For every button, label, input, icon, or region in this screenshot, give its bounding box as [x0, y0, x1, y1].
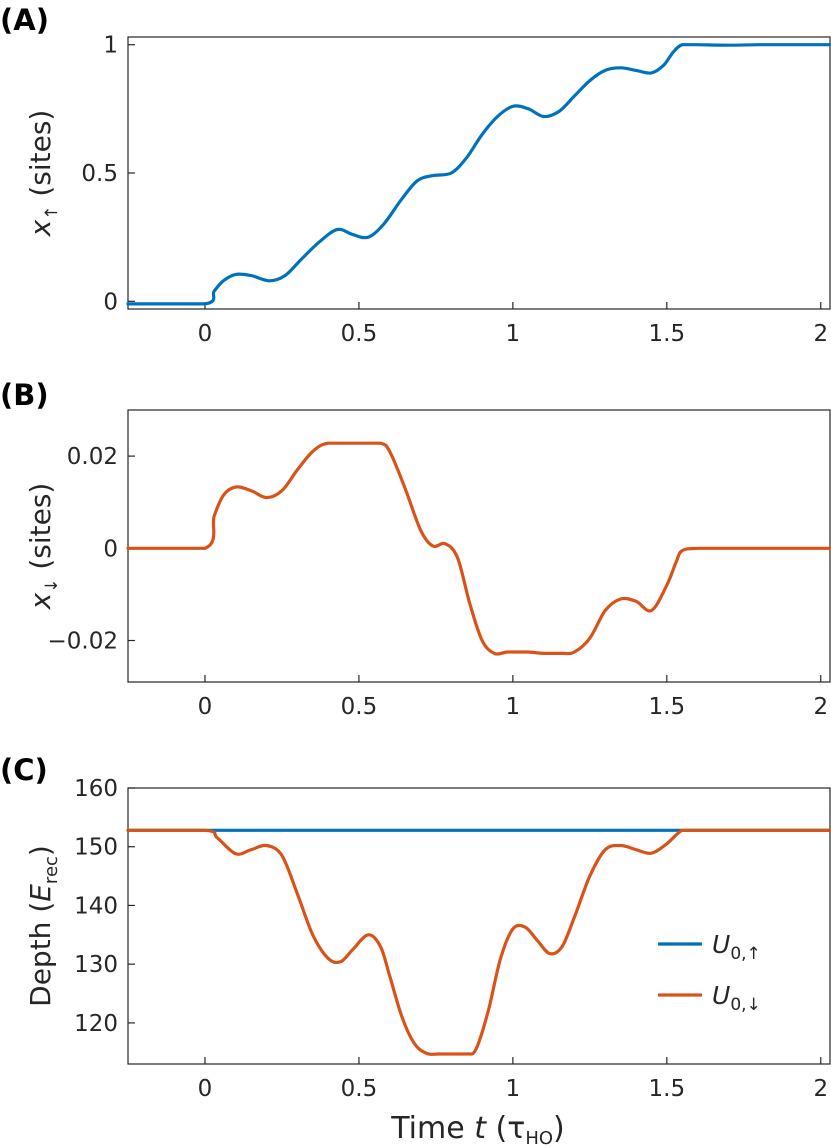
panel-a-xtick-label: 1 — [506, 321, 521, 347]
panel-c: (C) 0 0.5 1 1.5 2 160 150 140 130 120 Depth (Ere… — [0, 753, 831, 1147]
panel-a-xtick-label: 0 — [198, 321, 213, 347]
panel-c-yticks: 160 150 140 130 120 — [74, 776, 135, 1037]
panel-c-ytick-label: 150 — [74, 835, 118, 861]
panel-a-xticks: 0 0.5 1 1.5 2 — [198, 302, 828, 347]
xlabel-tau: (τ — [486, 1111, 525, 1146]
panel-c-ytick-label: 160 — [74, 776, 118, 802]
panel-b-axes — [127, 409, 831, 683]
panel-b-lines — [126, 441, 831, 656]
panel-c-xtick-label: 0 — [198, 1076, 213, 1102]
legend-down-symbol: U — [712, 981, 730, 1010]
panel-a-ytick-label: 0 — [103, 289, 118, 315]
panel-c-lines — [126, 828, 831, 1056]
panel-c-ytick-label: 140 — [74, 893, 118, 919]
panel-a-ylabel-subscript: ↑ — [42, 206, 62, 220]
panel-c-xlabel: Time t (τHO) — [390, 1111, 564, 1147]
panel-c-ylabel: Depth (Erec) — [24, 845, 62, 1007]
panel-a-ylabel-rest: (sites) — [24, 110, 57, 206]
panel-c-axes — [127, 787, 831, 1065]
legend-up-sub: 0,↑ — [730, 944, 760, 964]
panel-c-ytick-label: 120 — [74, 1011, 118, 1037]
legend-up-symbol: U — [712, 930, 730, 959]
panel-a-ylabel-symbol: x — [24, 219, 57, 237]
panel-c-ylabel-rest: ) — [24, 845, 57, 856]
legend-label-up: U0,↑ — [712, 930, 761, 964]
panel-a-axes — [127, 36, 831, 310]
xlabel-prefix: Time — [390, 1111, 474, 1146]
panel-c-xtick-label: 0.5 — [341, 1076, 378, 1102]
xlabel-symbol: t — [474, 1111, 487, 1146]
panel-b-ytick-label: −0.02 — [48, 629, 118, 655]
panel-a-ytick-label: 1 — [103, 33, 118, 59]
panel-a-yticks: 00.51 — [81, 33, 135, 315]
panel-c-xticks: 0 0.5 1 1.5 2 — [198, 1057, 828, 1102]
xlabel-suffix: ) — [553, 1111, 565, 1146]
panel-a-xtick-label: 0.5 — [341, 321, 378, 347]
panel-c-xtick-label: 1 — [506, 1076, 521, 1102]
panel-c-ylabel-symbol: E — [24, 884, 57, 902]
panel-c-xtick-label: 2 — [813, 1076, 828, 1102]
panel-b-series-line-0 — [126, 441, 831, 656]
panel-a-lines — [126, 43, 831, 306]
panel-a-series-line-0 — [126, 43, 831, 306]
panel-b-yticks: 0.02 0 −0.02 — [48, 444, 135, 655]
panel-b-xtick-label: 0 — [198, 694, 213, 720]
panel-b-label: (B) — [0, 378, 49, 412]
panel-b-ylabel: x↓ (sites) — [24, 483, 62, 611]
panel-a-xtick-label: 1.5 — [649, 321, 686, 347]
panel-a-ytick-label: 0.5 — [81, 161, 118, 187]
panel-b: (B) 0 0.5 1 1.5 2 0.02 0 −0.02 x↓ (sites) — [0, 378, 831, 720]
panel-c-ylabel-subscript: rec — [41, 856, 62, 884]
panel-c-series-line-1 — [126, 828, 831, 1056]
panel-b-ylabel-rest: (sites) — [24, 483, 57, 579]
legend: U0,↑ U0,↓ — [658, 930, 761, 1015]
panel-b-xtick-label: 1.5 — [649, 694, 686, 720]
panel-a-label: (A) — [0, 3, 49, 37]
panel-b-xticks: 0 0.5 1 1.5 2 — [198, 675, 828, 720]
panel-a-xtick-label: 2 — [813, 321, 828, 347]
panel-b-xtick-label: 0.5 — [341, 694, 378, 720]
panel-a: (A) 0 0.5 1 1.5 2 00.51 x↑ (sites) — [0, 3, 831, 347]
panel-c-label: (C) — [0, 753, 48, 787]
panel-b-ylabel-symbol: x — [24, 592, 57, 610]
panel-c-ytick-label: 130 — [74, 952, 118, 978]
panel-b-ytick-label: 0.02 — [67, 444, 118, 470]
panel-b-ylabel-subscript: ↓ — [42, 579, 62, 593]
panel-c-xtick-label: 1.5 — [649, 1076, 686, 1102]
panel-c-ylabel-text: Depth ( — [24, 902, 57, 1007]
panel-b-ytick-label: 0 — [103, 536, 118, 562]
panel-b-xtick-label: 2 — [813, 694, 828, 720]
xlabel-subscript: HO — [525, 1128, 553, 1147]
legend-down-sub: 0,↓ — [730, 995, 760, 1015]
legend-label-down: U0,↓ — [712, 981, 761, 1015]
panel-b-xtick-label: 1 — [506, 694, 521, 720]
panel-a-ylabel: x↑ (sites) — [24, 110, 62, 238]
